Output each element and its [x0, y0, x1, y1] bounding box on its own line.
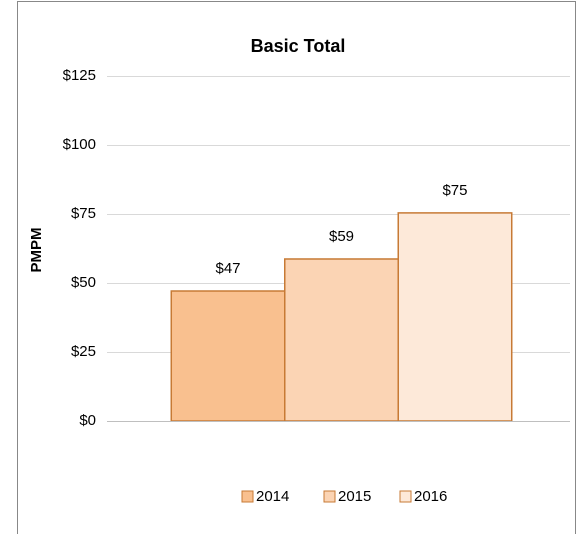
bar: [170, 290, 286, 422]
data-label: $47: [215, 260, 240, 277]
chart-frame: [17, 1, 576, 534]
y-tick-label: $75: [71, 205, 96, 222]
y-tick-label: $125: [63, 67, 96, 84]
legend-label: 2015: [338, 488, 371, 505]
legend-swatch: [241, 490, 254, 503]
y-tick-label: $100: [63, 136, 96, 153]
bar: [284, 258, 399, 422]
legend-label: 2014: [256, 488, 289, 505]
y-tick-label: $25: [71, 343, 96, 360]
legend-label: 2016: [414, 488, 447, 505]
y-tick-label: $0: [79, 412, 96, 429]
legend-swatch: [399, 490, 412, 503]
data-label: $59: [329, 228, 354, 245]
chart-title: Basic Total: [251, 36, 346, 56]
legend-swatch: [323, 490, 336, 503]
y-tick-label: $50: [71, 274, 96, 291]
y-axis-label: PMPM: [28, 228, 45, 273]
bar: [397, 212, 513, 422]
data-label: $75: [442, 182, 467, 199]
